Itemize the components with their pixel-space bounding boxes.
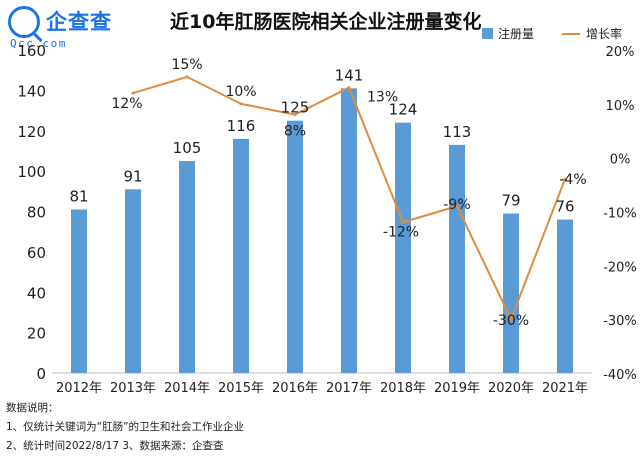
growth-rate-label: -30% <box>493 313 529 329</box>
bar <box>125 189 141 373</box>
x-tick-label: 2017年 <box>326 381 372 396</box>
y-right-tick-label: 10% <box>606 99 635 114</box>
y-right-tick-label: -10% <box>603 207 637 222</box>
bar <box>179 161 195 373</box>
y-left-tick-label: 100 <box>17 163 46 181</box>
growth-rate-label: -9% <box>443 197 470 213</box>
bar <box>71 209 87 373</box>
y-left-tick-label: 40 <box>27 284 46 302</box>
growth-rate-label: -4% <box>559 172 586 188</box>
line-point <box>293 113 297 117</box>
growth-rate-label: 13% <box>367 90 398 106</box>
bar-value-label: 79 <box>501 192 520 210</box>
line-point <box>509 317 513 321</box>
growth-rate-label: 12% <box>111 96 142 112</box>
bar <box>287 120 303 373</box>
bar-value-label: 116 <box>227 117 256 135</box>
growth-rate-label: 10% <box>225 84 256 100</box>
bar-value-label: 76 <box>555 198 574 216</box>
legend-bar-label: 注册量 <box>498 27 535 41</box>
x-tick-label: 2015年 <box>218 381 264 396</box>
bar-value-label: 125 <box>281 99 310 117</box>
growth-rate-label: -12% <box>383 224 419 240</box>
brand-domain: Qcc.com <box>10 37 67 50</box>
notes-line-1: 1、仅统计关键词为“肛肠”的卫生和社会工作业企业 <box>6 421 245 433</box>
bar-value-label: 141 <box>335 66 364 84</box>
notes-heading: 数据说明： <box>6 402 59 414</box>
x-tick-label: 2020年 <box>488 381 534 396</box>
brand-name: 企查查 <box>46 10 112 34</box>
legend-line-swatch <box>562 33 580 35</box>
line-point <box>239 102 243 106</box>
x-tick-label: 2021年 <box>542 381 588 396</box>
bar-value-label: 124 <box>389 101 418 119</box>
legend-bar-swatch <box>482 28 493 39</box>
x-tick-label: 2019年 <box>434 381 480 396</box>
bar <box>395 122 411 373</box>
x-tick-label: 2018年 <box>380 381 426 396</box>
y-left-tick-label: 60 <box>27 244 46 262</box>
bar <box>557 219 573 373</box>
bar-value-label: 91 <box>123 167 142 185</box>
line-point <box>563 177 567 181</box>
y-left-tick-label: 160 <box>17 42 46 60</box>
line-point <box>455 204 459 208</box>
x-tick-label: 2013年 <box>110 381 156 396</box>
legend-line-label: 增长率 <box>586 27 623 41</box>
bar <box>503 213 519 373</box>
y-left-tick-label: 120 <box>17 123 46 141</box>
y-right-tick-label: -20% <box>603 260 637 275</box>
data-notes: 数据说明： 1、仅统计关键词为“肛肠”的卫生和社会工作业企业 2、统计时间202… <box>6 399 244 456</box>
line-point <box>347 86 351 90</box>
line-point <box>185 75 189 79</box>
bar <box>341 88 357 373</box>
x-tick-label: 2014年 <box>164 381 210 396</box>
line-point <box>401 220 405 224</box>
y-left-tick-label: 20 <box>27 325 46 343</box>
magnifier-icon <box>8 6 40 38</box>
growth-rate-label: 8% <box>284 124 306 140</box>
chart-legend: 注册量 增长率 <box>482 24 640 44</box>
y-right-tick-label: 0% <box>610 153 631 168</box>
x-tick-label: 2016年 <box>272 381 318 396</box>
y-left-tick-label: 80 <box>27 204 46 222</box>
y-left-tick-label: 140 <box>17 82 46 100</box>
brand-logo: 企查查 Qcc.com <box>8 6 158 52</box>
y-right-tick-label: 20% <box>606 45 635 60</box>
notes-line-2: 2、统计时间2022/8/17 3、数据来源：企查查 <box>6 440 224 452</box>
x-tick-label: 2012年 <box>56 381 102 396</box>
bar-value-label: 81 <box>69 187 88 205</box>
y-right-tick-label: -40% <box>603 368 637 383</box>
y-right-tick-label: -30% <box>603 314 637 329</box>
growth-rate-label: 15% <box>171 57 202 73</box>
line-point <box>131 91 135 95</box>
bar-value-label: 105 <box>173 139 202 157</box>
bar-value-label: 113 <box>443 123 472 141</box>
y-left-tick-label: 0 <box>36 365 46 383</box>
bar <box>233 138 249 373</box>
chart-title: 近10年肛肠医院相关企业注册量变化 <box>170 11 482 33</box>
bar <box>449 144 465 373</box>
